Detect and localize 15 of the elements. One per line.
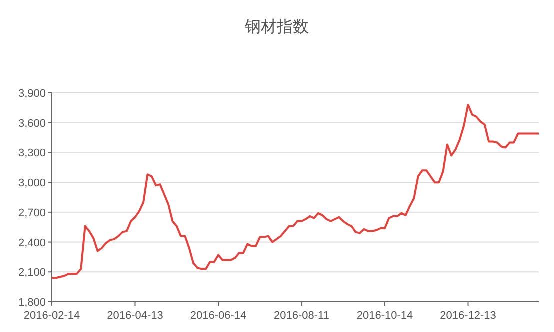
y-tick-label: 2,100 xyxy=(18,267,46,280)
y-tick-label: 3,600 xyxy=(18,118,46,130)
x-tick-label: 2016-10-14 xyxy=(356,310,414,322)
x-tick-label: 2016-04-13 xyxy=(107,310,164,322)
y-tick-label: 3,000 xyxy=(18,178,46,190)
y-tick-label: 1,800 xyxy=(18,297,46,309)
y-tick-label: 3,300 xyxy=(18,148,46,160)
x-tick-label: 2016-06-14 xyxy=(190,310,247,322)
y-tick-label: 3,900 xyxy=(18,88,46,100)
x-tick-label: 2016-02-14 xyxy=(24,310,80,322)
y-tick-label: 2,400 xyxy=(18,237,46,250)
title: 钢材指数 xyxy=(245,19,309,36)
x-tick-label: 2016-08-11 xyxy=(274,310,330,322)
x-tick-label: 2016-12-13 xyxy=(440,310,496,322)
y-tick-label: 2,700 xyxy=(18,207,46,220)
